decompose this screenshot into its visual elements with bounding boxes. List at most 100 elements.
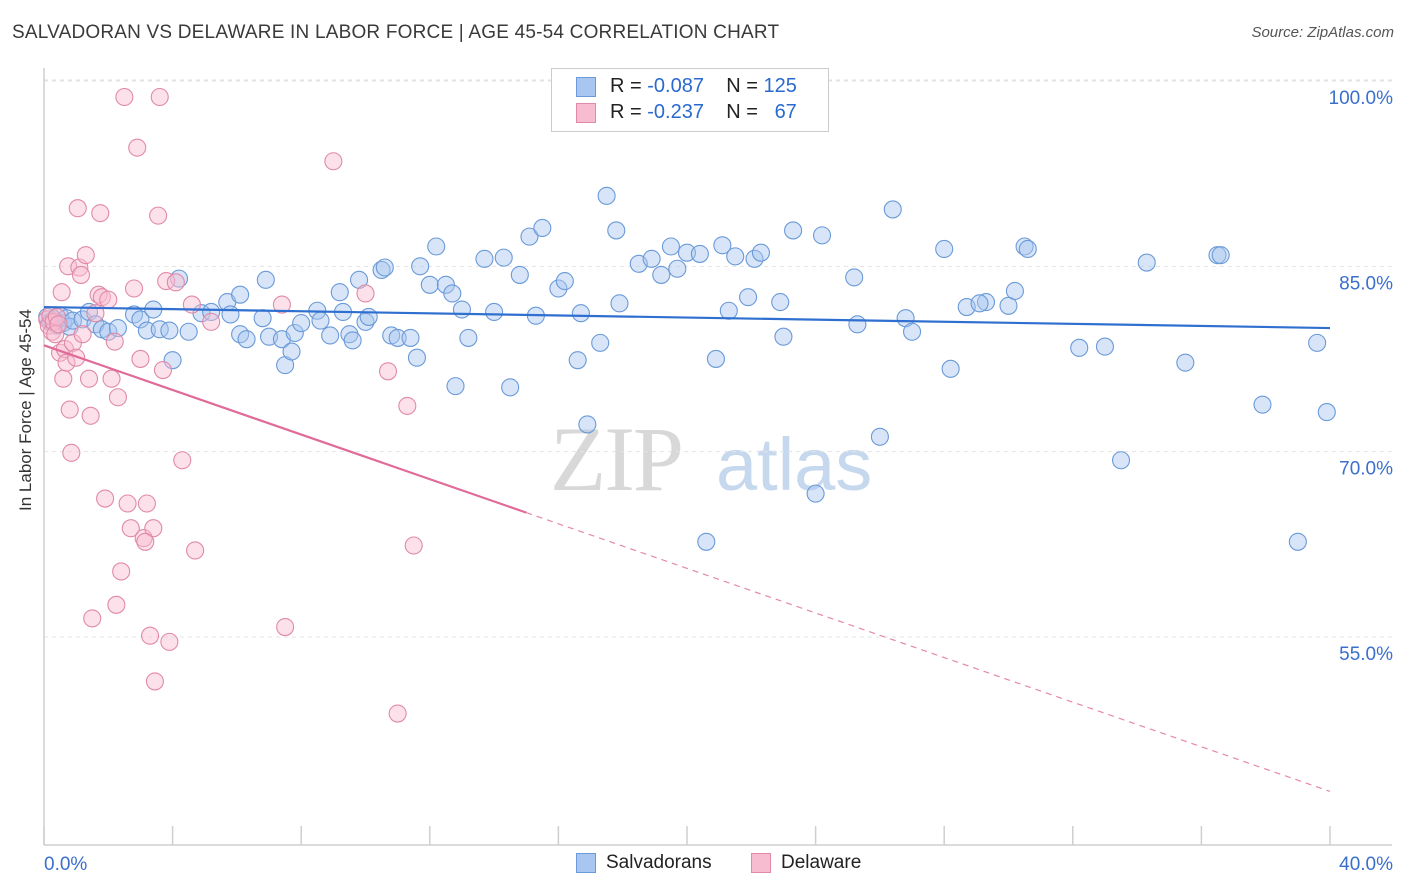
point-salvadorans <box>330 283 349 302</box>
legend-r-value: -0.087 <box>647 75 704 97</box>
point-salvadorans <box>311 311 330 330</box>
point-salvadorans <box>459 328 478 347</box>
point-salvadorans <box>343 331 362 350</box>
point-salvadorans <box>452 300 472 319</box>
point-salvadorans <box>677 243 697 262</box>
point-delaware <box>79 369 99 388</box>
point-delaware <box>144 519 163 538</box>
point-delaware <box>96 489 115 508</box>
point-delaware <box>83 609 102 628</box>
point-delaware <box>49 315 68 334</box>
point-salvadorans <box>751 243 770 262</box>
point-delaware <box>131 349 150 368</box>
source-credit: Source: ZipAtlas.com <box>1251 24 1394 41</box>
point-salvadorans <box>1253 395 1272 414</box>
point-salvadorans <box>571 304 590 323</box>
watermark-zip: ZIP <box>550 408 682 510</box>
point-salvadorans <box>359 307 378 326</box>
point-delaware <box>149 206 168 225</box>
point-salvadorans <box>1111 451 1131 470</box>
bottom-legend-label-salvadorans: Salvadorans <box>606 852 712 873</box>
point-salvadorans <box>591 333 610 352</box>
point-salvadorans <box>668 259 687 278</box>
point-delaware <box>73 325 92 344</box>
point-delaware <box>121 519 140 538</box>
legend-r-value: -0.237 <box>647 101 704 123</box>
legend-row-salvadorans: R = -0.087 N = 125 <box>576 75 797 99</box>
point-salvadorans <box>99 322 118 341</box>
point-salvadorans <box>237 330 256 349</box>
point-salvadorans <box>494 248 513 267</box>
point-salvadorans <box>131 310 150 329</box>
point-salvadorans <box>407 348 426 367</box>
point-salvadorans <box>1137 253 1156 272</box>
point-delaware <box>52 283 71 302</box>
trend-line-extrapolated-delaware <box>526 512 1331 792</box>
point-salvadorans <box>883 200 902 219</box>
point-salvadorans <box>443 284 462 303</box>
point-salvadorans <box>533 218 552 238</box>
point-delaware <box>157 272 176 291</box>
trend-line-salvadorans <box>43 305 1331 330</box>
point-delaware <box>112 562 131 581</box>
point-delaware <box>186 541 205 560</box>
point-salvadorans <box>597 186 616 205</box>
point-salvadorans <box>568 351 587 370</box>
point-salvadorans <box>726 247 745 266</box>
point-delaware <box>60 400 79 419</box>
point-salvadorans <box>713 236 732 255</box>
point-salvadorans <box>697 532 716 551</box>
point-salvadorans <box>401 328 420 347</box>
point-delaware <box>141 626 160 645</box>
point-delaware <box>128 138 147 157</box>
point-delaware <box>160 632 179 651</box>
point-salvadorans <box>1308 333 1327 352</box>
x-tick-label-min: 0.0% <box>44 854 87 875</box>
tick-labels: 55.0% 70.0% 85.0% 100.0% 0.0% 40.0% <box>44 88 1393 875</box>
point-salvadorans <box>690 244 709 263</box>
point-delaware <box>89 285 108 304</box>
point-salvadorans <box>485 302 504 322</box>
point-salvadorans <box>375 258 394 277</box>
point-salvadorans <box>1018 239 1037 259</box>
point-delaware <box>47 307 66 326</box>
y-tick-label: 85.0% <box>1339 273 1393 294</box>
point-salvadorans <box>1005 281 1024 301</box>
point-delaware <box>71 265 91 284</box>
point-salvadorans <box>610 294 629 313</box>
point-delaware <box>107 595 126 614</box>
point-salvadorans <box>253 309 272 328</box>
point-salvadorans <box>970 294 989 313</box>
point-salvadorans <box>388 328 407 347</box>
point-salvadorans <box>771 293 790 312</box>
legend-n-value: 125 <box>763 75 797 97</box>
point-delaware <box>62 443 81 462</box>
point-salvadorans <box>549 279 568 298</box>
y-tick-label: 100.0% <box>1329 88 1394 109</box>
legend-n-label: N = <box>726 101 758 123</box>
point-salvadorans <box>719 301 738 320</box>
point-salvadorans <box>976 293 996 312</box>
chart-title: SALVADORAN VS DELAWARE IN LABOR FORCE | … <box>12 22 780 43</box>
trend-lines <box>43 305 1331 792</box>
point-salvadorans <box>642 249 661 268</box>
point-salvadorans <box>510 265 529 284</box>
point-salvadorans <box>137 321 156 340</box>
stats-legend: R = -0.087 N = 125 R = -0.237 N = 67 <box>551 68 829 132</box>
series-salvadorans <box>38 186 1336 551</box>
point-delaware <box>118 494 137 513</box>
watermark: ZIP atlas <box>550 408 872 510</box>
point-salvadorans <box>282 342 301 361</box>
point-delaware <box>324 152 343 171</box>
point-salvadorans <box>1176 353 1195 372</box>
point-salvadorans <box>1095 337 1114 356</box>
point-delaware <box>136 532 155 551</box>
trend-line-delaware <box>43 344 527 514</box>
point-delaware <box>166 273 185 292</box>
point-delaware <box>81 406 100 425</box>
point-salvadorans <box>292 314 311 333</box>
point-salvadorans <box>231 285 250 304</box>
data-points <box>38 87 1336 723</box>
point-delaware <box>115 87 134 107</box>
